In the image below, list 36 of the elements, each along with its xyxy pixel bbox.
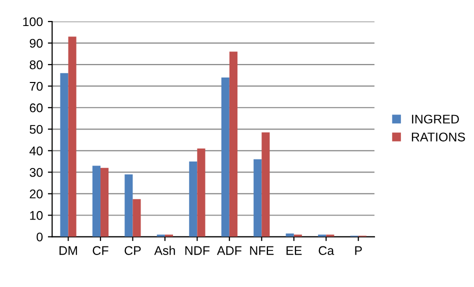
y-tick-label: 100 bbox=[23, 17, 43, 26]
y-tick-label: 80 bbox=[30, 60, 43, 70]
x-tick-label: NDF bbox=[185, 246, 210, 255]
x-tick-label: NFE bbox=[250, 246, 274, 255]
bar bbox=[221, 77, 230, 237]
x-tick-label: Ash bbox=[154, 246, 175, 255]
y-tick-label: 90 bbox=[30, 38, 43, 48]
y-tick-label: 40 bbox=[29, 146, 43, 156]
bar bbox=[68, 36, 76, 237]
y-tick-label: 0 bbox=[36, 232, 43, 242]
x-tick-label: P bbox=[355, 246, 362, 255]
bar bbox=[189, 161, 198, 237]
x-tick-label: EE bbox=[286, 246, 302, 255]
x-tick-label: DM bbox=[60, 246, 77, 255]
bar bbox=[286, 234, 294, 237]
y-tick-label: 60 bbox=[30, 103, 43, 112]
y-tick-label: 70 bbox=[30, 82, 43, 91]
bar bbox=[229, 52, 238, 237]
legend-label: RATIONS bbox=[412, 132, 465, 142]
bar bbox=[254, 159, 262, 237]
bar bbox=[124, 174, 133, 237]
y-tick-label: 30 bbox=[30, 168, 43, 177]
bar bbox=[60, 73, 68, 237]
x-tick-label: CF bbox=[92, 246, 108, 255]
bar bbox=[100, 168, 109, 237]
bar bbox=[132, 199, 141, 237]
y-tick-label: 20 bbox=[30, 190, 43, 198]
y-tick-label: 50 bbox=[30, 124, 43, 134]
legend-label: INGRED bbox=[412, 114, 459, 124]
x-tick-label: ADF bbox=[216, 246, 242, 255]
bar bbox=[197, 148, 206, 237]
x-tick-label: CP bbox=[124, 246, 141, 255]
y-tick-label: 10 bbox=[30, 211, 43, 220]
x-tick-label: Ca bbox=[318, 246, 334, 255]
bar bbox=[92, 166, 100, 237]
bar bbox=[262, 132, 270, 237]
